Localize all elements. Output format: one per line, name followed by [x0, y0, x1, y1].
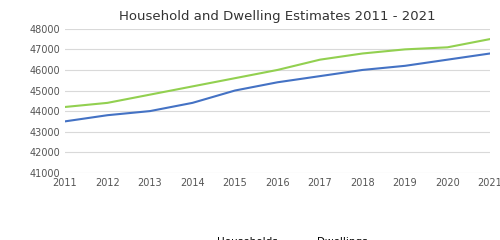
Dwellings — [317, 58, 323, 61]
Dwellings — [232, 77, 238, 80]
Dwellings — [444, 46, 450, 49]
Households — [402, 64, 408, 67]
Households — [274, 81, 280, 84]
Dwellings — [147, 93, 153, 96]
Dwellings — [402, 48, 408, 51]
Line: Dwellings: Dwellings — [65, 39, 490, 107]
Households — [360, 68, 366, 71]
Households — [232, 89, 238, 92]
Line: Households: Households — [65, 54, 490, 121]
Households — [62, 120, 68, 123]
Households — [444, 58, 450, 61]
Households — [147, 110, 153, 113]
Dwellings — [62, 106, 68, 108]
Dwellings — [104, 102, 110, 104]
Households — [487, 52, 493, 55]
Households — [190, 102, 196, 104]
Legend: Households, Dwellings: Households, Dwellings — [184, 233, 372, 240]
Dwellings — [360, 52, 366, 55]
Dwellings — [487, 38, 493, 41]
Title: Household and Dwelling Estimates 2011 - 2021: Household and Dwelling Estimates 2011 - … — [119, 11, 436, 24]
Households — [317, 75, 323, 78]
Dwellings — [274, 68, 280, 71]
Dwellings — [190, 85, 196, 88]
Households — [104, 114, 110, 117]
